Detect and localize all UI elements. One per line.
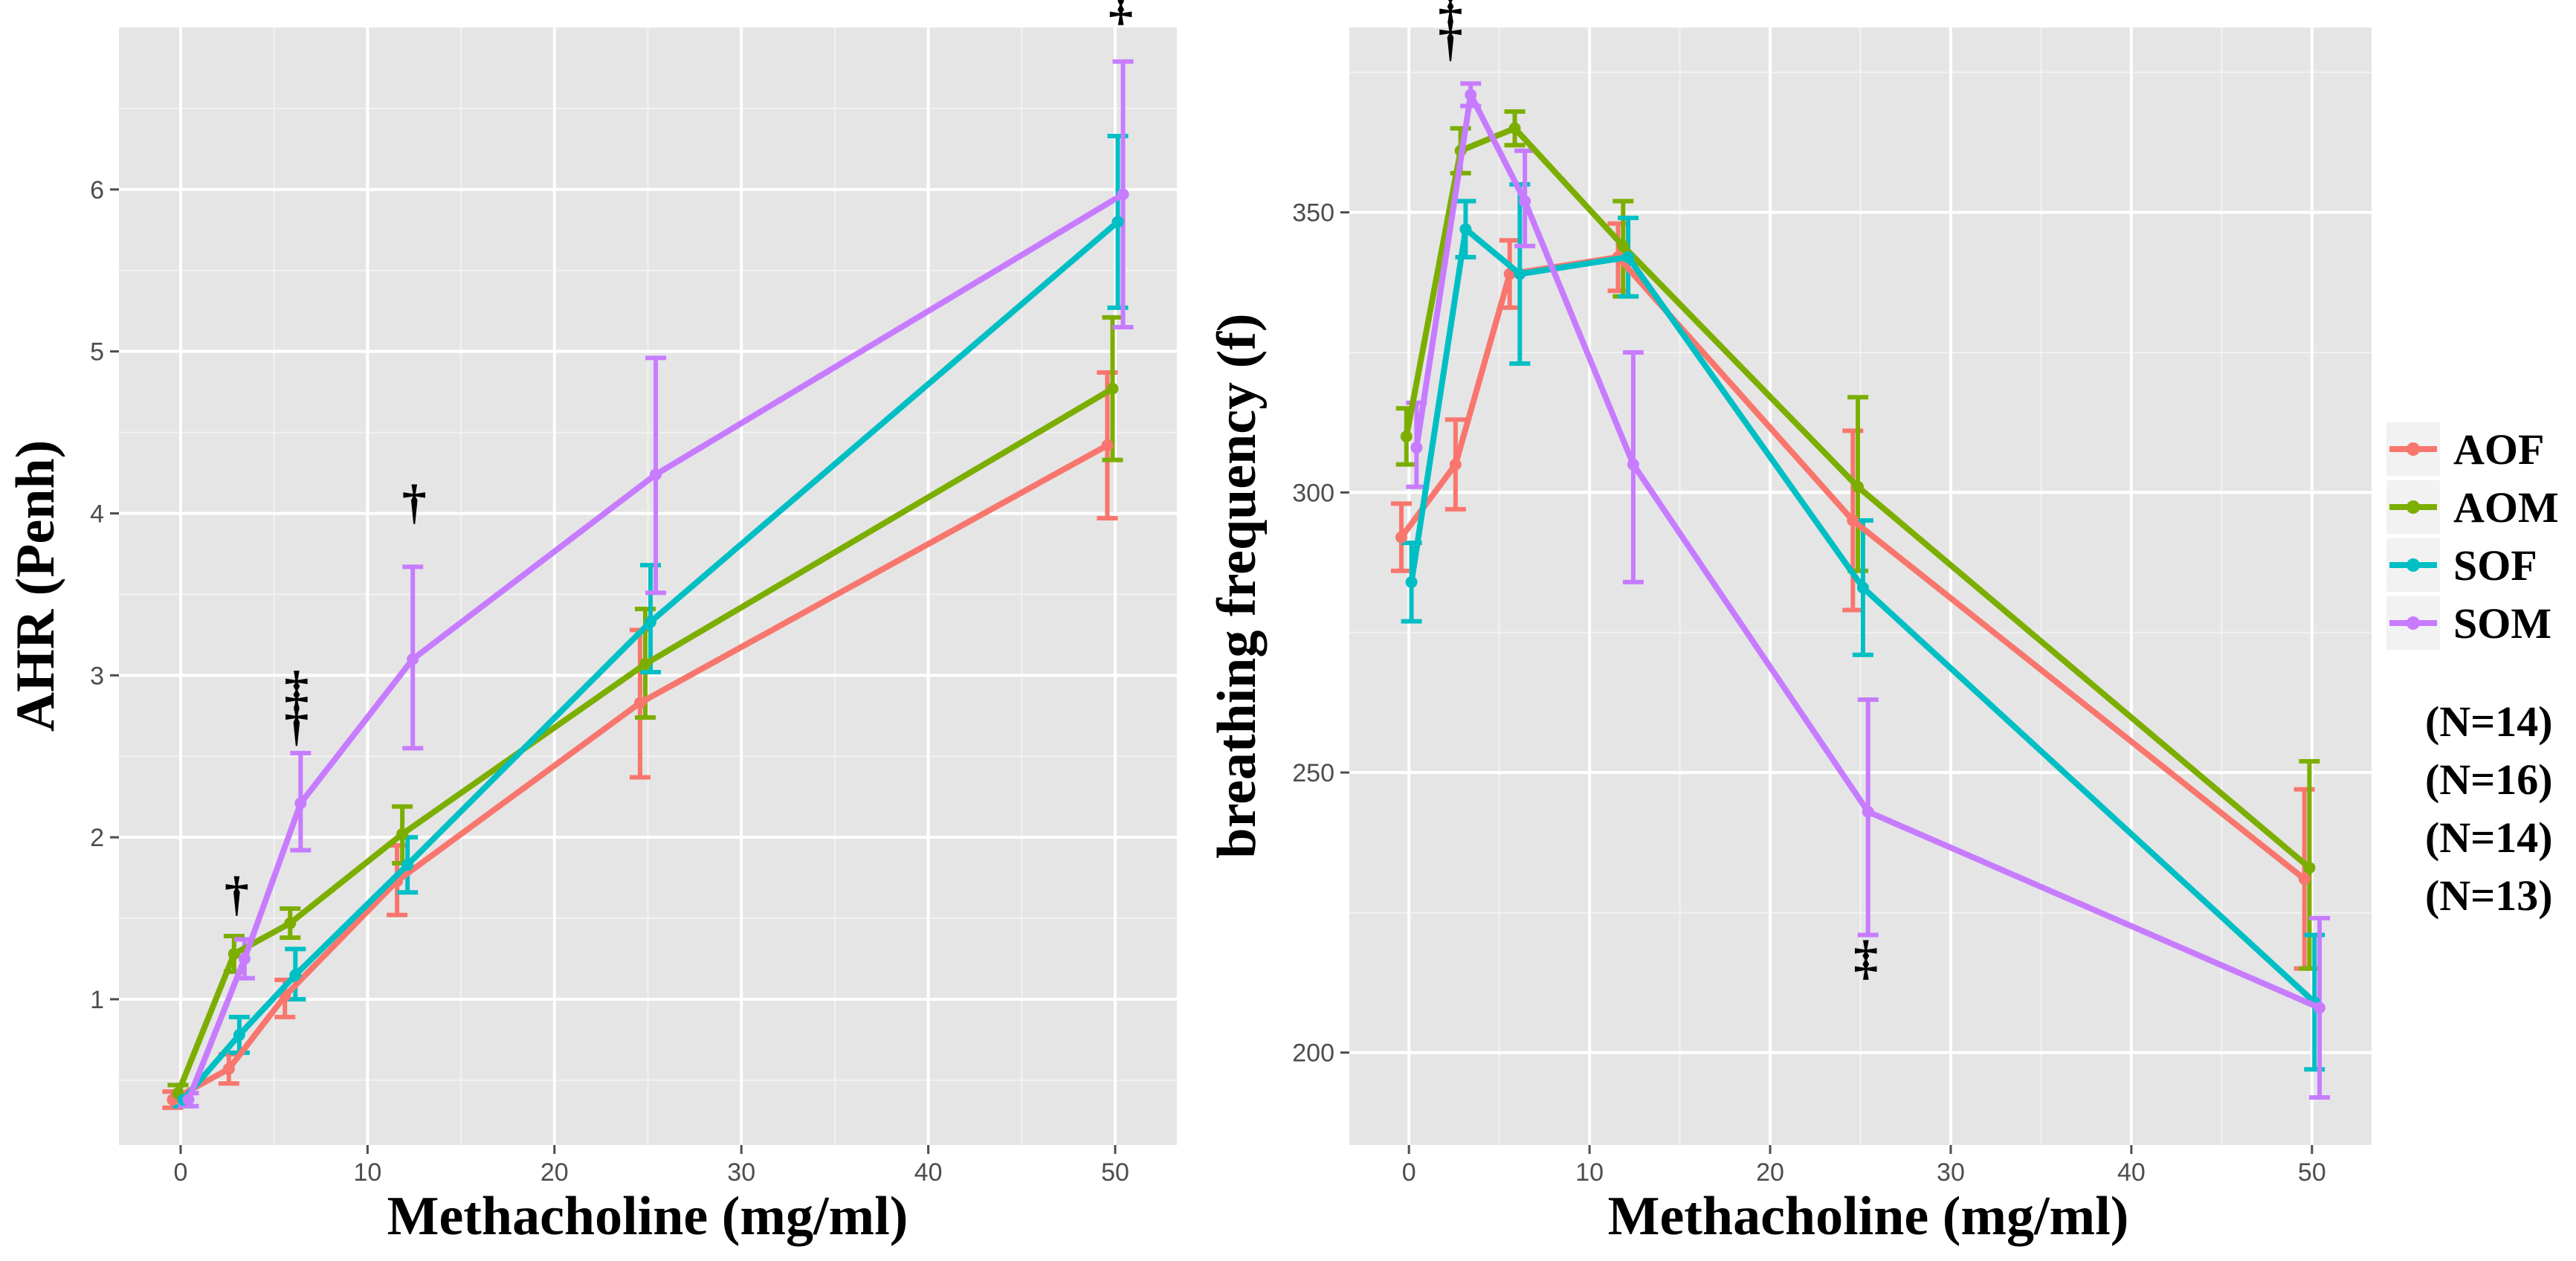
data-point-som (2314, 1002, 2326, 1014)
x-tick-label: 30 (727, 1158, 755, 1187)
data-point-aof (633, 697, 646, 709)
y-tick-label: 200 (1292, 1039, 1334, 1068)
series-line-sof (181, 219, 1120, 1102)
x-tick-label: 10 (353, 1158, 381, 1187)
y-tick-label: 2 (90, 824, 104, 852)
data-point-aof (2298, 873, 2311, 886)
data-point-aom (639, 658, 651, 671)
data-point-aof (1395, 531, 1407, 544)
data-point-aof (1847, 514, 1859, 526)
data-point-som (1862, 805, 1874, 818)
y-axis-title: breathing frequency (f) (1207, 313, 1268, 858)
sample-size-label: (N=16) (2425, 755, 2553, 804)
data-point-sof (1111, 216, 1124, 228)
data-point-som (1627, 458, 1639, 471)
breathing-frequency-chart: 0 10 20 30 40 50 200 250 300 350 Methacholine (mg/… (1207, 0, 2372, 1247)
y-tick-label: 1 (90, 986, 104, 1014)
data-point-sof (1856, 581, 1869, 594)
y-tick-label: 250 (1292, 759, 1334, 787)
legend-label: AOM (2453, 483, 2559, 532)
series-line-som (185, 191, 1125, 1101)
significance-marker: ‡ (1439, 0, 1463, 28)
data-point-aof (222, 1062, 235, 1075)
sample-size-labels: (N=14) (N=16) (N=14) (N=13) (2425, 697, 2553, 920)
data-point-som (650, 468, 662, 481)
data-point-aof (1101, 439, 1114, 451)
x-axis-title: Methacholine (mg/ml) (387, 1186, 908, 1247)
data-point-sof (1622, 251, 1635, 263)
data-point-sof (401, 859, 414, 871)
series-line-sof (1408, 226, 2317, 1004)
x-tick-label: 50 (2298, 1158, 2326, 1187)
data-point-som (407, 653, 419, 665)
data-point-aom (1106, 382, 1119, 395)
legend-key-point (2406, 500, 2420, 514)
data-point-aom (227, 947, 240, 960)
data-point-sof (289, 969, 302, 981)
data-point-aom (396, 828, 409, 840)
y-axis-title: AHR (Penh) (5, 440, 66, 732)
data-point-aom (284, 917, 297, 929)
x-tick-label: 0 (174, 1158, 188, 1187)
y-tick-label: 6 (90, 176, 104, 204)
x-tick-label: 40 (914, 1158, 943, 1187)
significance-marker: † (1439, 13, 1463, 67)
data-point-som (1410, 442, 1423, 454)
data-point-som (238, 952, 251, 965)
ahr-chart: 0 10 20 30 40 50 1 2 3 4 5 6 Methacholine (mg/ml) AHR… (5, 0, 1177, 1247)
data-point-som (1117, 188, 1129, 201)
legend-label: SOF (2453, 541, 2537, 590)
significance-marker: † (284, 697, 309, 751)
data-point-sof (233, 1028, 245, 1041)
y-tick-label: 350 (1292, 199, 1334, 228)
data-point-aom (1852, 480, 1865, 493)
x-tick-label: 30 (1937, 1158, 1965, 1187)
legend-key-point (2406, 442, 2420, 456)
significance-marker: ‡ (284, 662, 309, 716)
data-point-sof (1405, 575, 1418, 588)
data-point-aof (1449, 458, 1462, 471)
data-point-aom (2303, 862, 2316, 874)
data-point-aom (1400, 430, 1413, 442)
data-point-aom (1508, 122, 1521, 135)
legend-key-point (2406, 616, 2420, 630)
significance-marker: ‡ (1108, 0, 1133, 30)
x-axis-title: Methacholine (mg/ml) (1608, 1186, 2129, 1247)
legend-label: SOM (2453, 599, 2551, 648)
x-tick-label: 20 (540, 1158, 569, 1187)
significance-marker: ‡ (1853, 931, 1878, 985)
x-tick-label: 40 (2117, 1158, 2146, 1187)
sample-size-label: (N=13) (2425, 871, 2553, 920)
series-line-aom (1403, 125, 2312, 871)
data-point-aom (1617, 239, 1630, 252)
y-tick-label: 300 (1292, 479, 1334, 507)
y-tick-label: 5 (90, 338, 104, 367)
y-tick-label: 4 (90, 500, 104, 528)
data-point-som (1465, 88, 1477, 101)
sample-size-label: (N=14) (2425, 697, 2553, 746)
x-tick-label: 0 (1402, 1158, 1416, 1187)
data-point-sof (1459, 223, 1472, 236)
legend-key-point (2406, 558, 2420, 572)
data-point-som (182, 1094, 195, 1106)
data-point-som (294, 797, 307, 810)
data-point-som (1519, 195, 1531, 207)
legend: AOF AOM SOF SOM (2385, 422, 2563, 650)
series-line-aof (171, 442, 1109, 1103)
x-tick-label: 50 (1101, 1158, 1129, 1187)
data-point-sof (1514, 268, 1526, 280)
series-line-aom (175, 386, 1114, 1094)
significance-marker: † (402, 475, 427, 529)
significance-marker: † (225, 867, 249, 921)
legend-label: AOF (2453, 425, 2544, 474)
data-point-sof (645, 616, 657, 628)
x-tick-label: 20 (1756, 1158, 1784, 1187)
sample-size-label: (N=14) (2425, 813, 2553, 862)
x-tick-label: 10 (1575, 1158, 1604, 1187)
y-tick-label: 3 (90, 662, 104, 690)
series-line-som (1413, 91, 2321, 1011)
